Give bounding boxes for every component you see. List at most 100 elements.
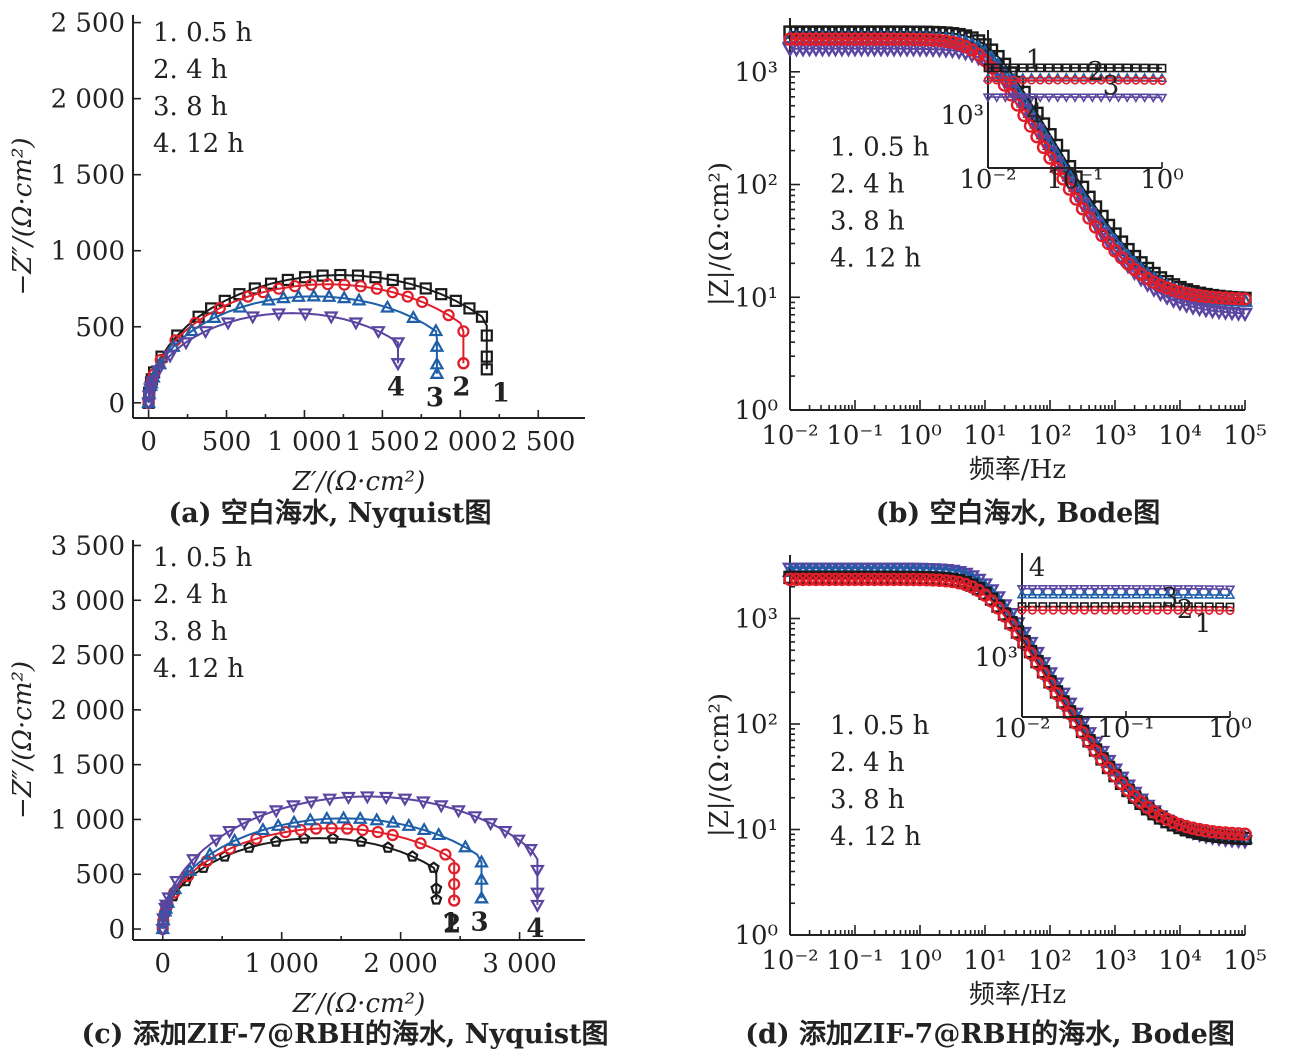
inset-data-point: [1034, 93, 1046, 103]
data-point: [1186, 821, 1200, 835]
data-point: [822, 32, 836, 46]
x-tick-label: 1 000: [267, 427, 341, 457]
inset-series-label: 3: [1162, 583, 1179, 613]
x-tick-label: 10⁰: [898, 946, 942, 976]
inset-x-tick-label: 10⁰: [1208, 714, 1252, 744]
inset-data-point: [1099, 585, 1111, 595]
data-point: [359, 791, 375, 805]
data-point: [449, 294, 462, 307]
y-axis-label: |Z|/(Ω·cm²): [705, 693, 735, 837]
legend-entry: 2. 4 h: [830, 170, 905, 200]
x-tick-label: 1 500: [345, 427, 419, 457]
data-point: [385, 814, 401, 828]
data-point: [796, 32, 810, 46]
inset-y-tick-label: 10³: [974, 643, 1018, 673]
inset-data-point: [1044, 75, 1054, 85]
data-point: [841, 32, 856, 46]
data-point: [480, 350, 493, 363]
y-tick-label: 1 500: [51, 161, 125, 191]
data-point: [530, 899, 545, 913]
data-point: [1049, 686, 1064, 701]
data-point: [271, 308, 287, 322]
inset-data-point: [1000, 63, 1010, 73]
panel-b-caption: (b) 空白海水, Bode图: [876, 497, 1161, 529]
data-point: [390, 337, 406, 351]
data-point: [355, 835, 368, 847]
data-point: [1166, 283, 1181, 297]
data-point: [256, 286, 270, 299]
x-tick-label: 10⁵: [1223, 421, 1267, 451]
data-point: [269, 835, 282, 847]
series-label: 1: [441, 908, 459, 938]
data-point: [932, 33, 947, 48]
inset-data-point: [1058, 585, 1069, 595]
data-point: [185, 854, 201, 868]
data-point: [893, 572, 908, 587]
inset-data-point: [1026, 93, 1037, 103]
data-point: [497, 825, 513, 840]
data-point: [1212, 291, 1226, 305]
y-tick-label: 2 000: [51, 85, 125, 115]
data-point: [1160, 812, 1174, 826]
y-tick-label: 10³: [734, 58, 778, 88]
panel-d-caption: (d) 添加ZIF-7@RBH的海水, Bode图: [745, 1018, 1235, 1050]
inset-data-point: [1078, 93, 1090, 103]
x-axis-label: 频率/Hz: [969, 980, 1066, 1010]
data-point: [427, 861, 440, 873]
inset-data-point: [1018, 63, 1028, 73]
data-point: [828, 32, 843, 46]
data-point: [913, 32, 927, 47]
data-point: [371, 326, 386, 340]
data-point: [406, 850, 419, 862]
data-point: [386, 286, 399, 299]
inset-data-point: [1110, 585, 1121, 595]
y-tick-label: 500: [75, 860, 125, 890]
data-point: [1236, 292, 1254, 307]
data-point: [467, 811, 483, 825]
inset-data-point: [1079, 585, 1090, 595]
data-point: [351, 292, 367, 306]
inset-data-point: [1087, 93, 1098, 103]
legend-entry: 3. 8 h: [153, 617, 228, 647]
data-point: [854, 572, 869, 587]
inset-data-point: [1172, 585, 1184, 595]
data-point: [1004, 617, 1018, 632]
inset-series-label: 1: [1195, 609, 1212, 639]
data-point: [1043, 151, 1057, 165]
inset-data-point: [1173, 605, 1183, 615]
inset-data-point: [1163, 605, 1172, 615]
data-point: [1101, 236, 1116, 251]
data-point: [1140, 271, 1155, 286]
inset-data-point: [1142, 605, 1152, 615]
data-point: [919, 573, 934, 587]
inset-data-point: [1047, 585, 1059, 595]
data-point: [354, 280, 367, 293]
x-tick-label: 2 000: [363, 949, 437, 979]
data-point: [430, 893, 443, 905]
data-point: [474, 890, 489, 904]
data-point: [206, 309, 222, 323]
inset-data-point: [1130, 93, 1142, 103]
data-point: [1231, 827, 1246, 841]
data-point: [958, 577, 973, 592]
legend-entry: 1. 0.5 h: [830, 711, 930, 741]
data-point: [1095, 228, 1109, 243]
x-tick-label: 2 000: [423, 427, 497, 457]
data-point: [403, 277, 416, 290]
inset-data-point: [1122, 63, 1132, 73]
data-point: [483, 818, 499, 832]
data-point: [828, 572, 843, 587]
data-point: [1101, 761, 1116, 775]
data-point: [1153, 278, 1168, 293]
data-point: [893, 32, 908, 46]
data-point: [1062, 706, 1077, 721]
data-point: [401, 817, 417, 831]
inset-data-point: [1120, 585, 1132, 595]
data-point: [156, 913, 171, 927]
data-point: [474, 854, 489, 868]
data-point: [939, 34, 953, 48]
data-point: [416, 821, 432, 836]
inset-data-point: [1043, 93, 1055, 103]
inset-data-point: [1048, 605, 1058, 615]
